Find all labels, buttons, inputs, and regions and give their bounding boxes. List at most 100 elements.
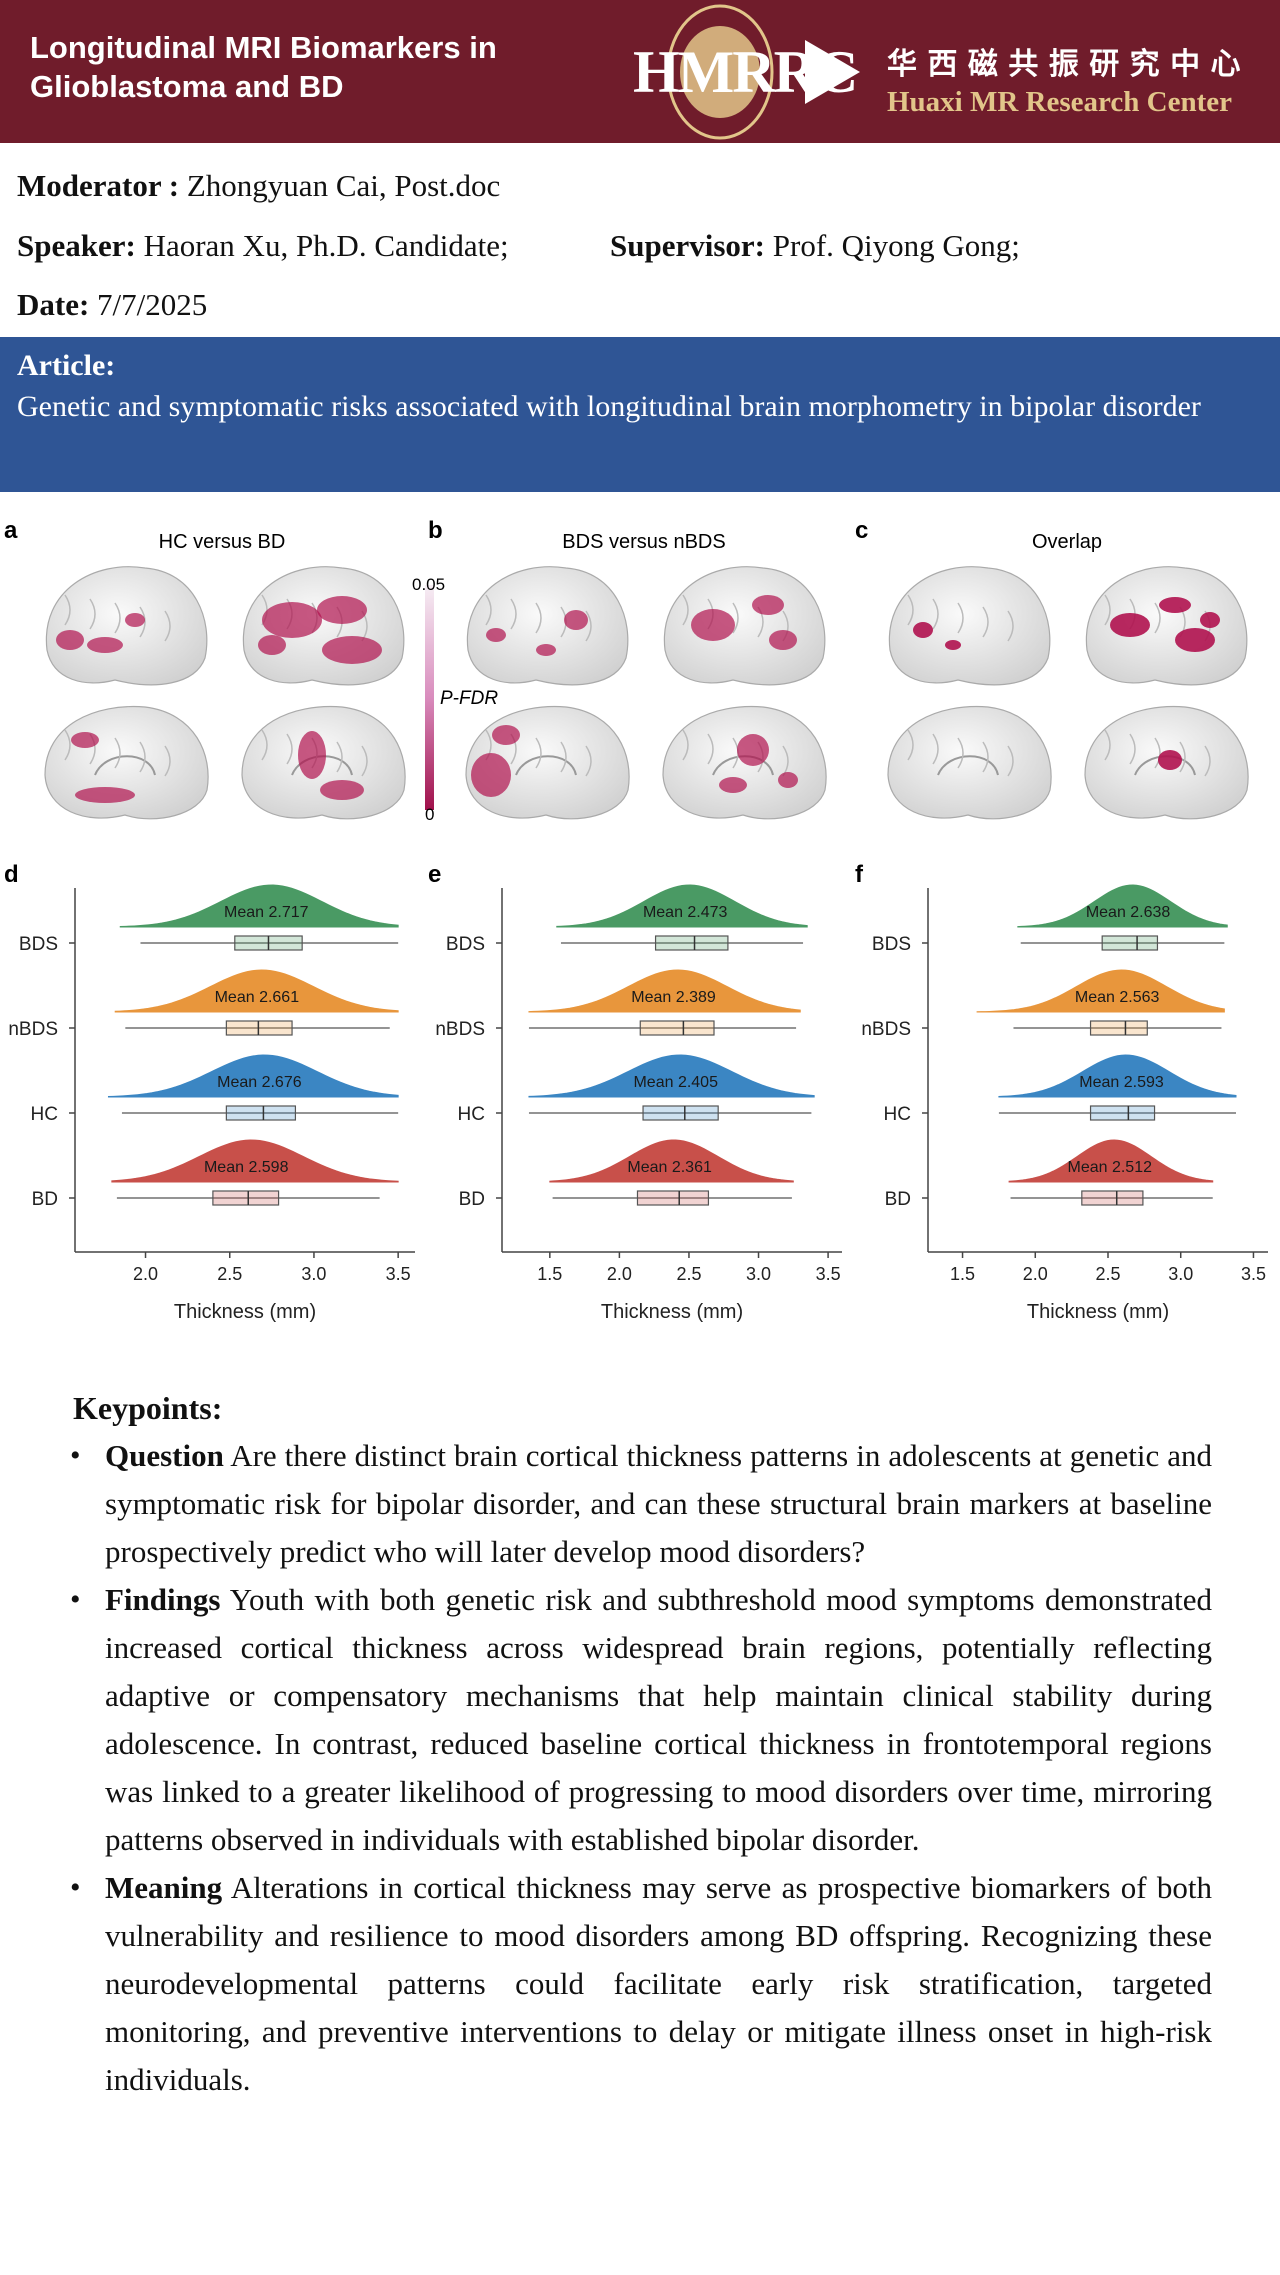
hmrrc-logo: HMRRC 华 西 磁 共 振 研 究 中 心 Huaxi MR Researc… bbox=[633, 4, 1241, 140]
brain-highlight-region bbox=[1110, 613, 1150, 637]
panel-a-title: HC versus BD bbox=[159, 531, 286, 553]
keypoint-text: Youth with both genetic risk and subthre… bbox=[105, 1582, 1212, 1857]
speaker-label: Speaker: bbox=[17, 228, 136, 263]
brain-highlight-region bbox=[691, 609, 735, 641]
brain-sulcus bbox=[94, 755, 156, 776]
brain-highlight-region bbox=[486, 628, 506, 642]
x-tick-label: 2.0 bbox=[1023, 1264, 1048, 1284]
x-tick-label: 1.5 bbox=[537, 1264, 562, 1284]
brain-outline bbox=[888, 566, 1051, 686]
keypoints-title: Keypoints: bbox=[73, 1390, 223, 1426]
category-label: HC bbox=[458, 1104, 485, 1125]
brain-gyrus bbox=[139, 741, 146, 773]
supervisor-value: Prof. Qiyong Gong; bbox=[772, 228, 1020, 263]
logo-text: HMRRC bbox=[633, 39, 856, 105]
panel-b-title: BDS versus nBDS bbox=[562, 531, 725, 553]
brain-highlight-region bbox=[719, 777, 747, 793]
brain-highlight-region bbox=[87, 637, 123, 653]
brain-gyrus bbox=[535, 737, 542, 769]
mean-label: Mean 2.676 bbox=[217, 1074, 302, 1091]
brain-gyrus bbox=[261, 729, 268, 761]
brain-highlight-region bbox=[71, 732, 99, 748]
density-BD bbox=[1008, 1139, 1214, 1183]
brain-highlight-region bbox=[56, 630, 84, 650]
box-nBDS bbox=[1089, 1020, 1148, 1036]
panel-f-letter: f bbox=[855, 861, 864, 888]
brain-gyrus bbox=[932, 733, 939, 765]
category-label: nBDS bbox=[435, 1019, 485, 1040]
x-tick-label: 2.5 bbox=[676, 1264, 701, 1284]
brain-outline bbox=[887, 705, 1052, 820]
brain-medial bbox=[44, 705, 209, 820]
page-title-line-1: Longitudinal MRI Biomarkers in bbox=[30, 30, 497, 65]
brain-medial bbox=[662, 705, 827, 820]
speaker-row: Speaker: Haoran Xu, Ph.D. Candidate; bbox=[17, 228, 509, 264]
mean-label: Mean 2.361 bbox=[627, 1159, 712, 1176]
brain-gyrus bbox=[89, 598, 96, 630]
logo-ring bbox=[666, 4, 774, 140]
brain-gyrus bbox=[907, 594, 914, 626]
box-nBDS bbox=[225, 1020, 293, 1036]
brain-gyrus bbox=[164, 610, 171, 642]
brain-outline bbox=[44, 705, 209, 820]
figure: a HC versus BD b BDS versus nBDS c Overl… bbox=[4, 517, 1268, 1323]
brain-highlight-region bbox=[737, 734, 769, 766]
x-tick-label: 2.5 bbox=[1095, 1264, 1120, 1284]
chart-panel-d: 2.0 2.5 3.0 3.5 Thickness (mm) BDS Mean 2.717 n… bbox=[8, 884, 415, 1323]
x-tick-label: 2.5 bbox=[217, 1264, 242, 1284]
supervisor-label: Supervisor: bbox=[610, 228, 765, 263]
panel-c-letter: c bbox=[855, 517, 868, 544]
moderator-label: Moderator : bbox=[17, 168, 180, 203]
density-BDS bbox=[556, 884, 808, 928]
category-label: BDS bbox=[19, 934, 58, 955]
keypoints-list: Question Are there distinct brain cortic… bbox=[70, 1432, 1212, 2104]
brain-gyrus bbox=[114, 602, 121, 634]
mean-label: Mean 2.661 bbox=[215, 989, 300, 1006]
brain-highlight-region bbox=[125, 613, 145, 627]
keypoint-head: Findings bbox=[105, 1582, 221, 1617]
raincloud-charts: 2.0 2.5 3.0 3.5 Thickness (mm) BDS Mean 2.717 n… bbox=[8, 884, 1268, 1323]
x-axis-label: Thickness (mm) bbox=[174, 1301, 316, 1323]
x-tick-label: 2.0 bbox=[607, 1264, 632, 1284]
keypoint-findings: Findings Youth with both genetic risk an… bbox=[70, 1576, 1212, 1864]
date-value: 7/7/2025 bbox=[97, 287, 208, 322]
density-BD bbox=[549, 1139, 794, 1183]
brain-highlight-region bbox=[536, 644, 556, 656]
category-label: BD bbox=[885, 1189, 911, 1210]
brain-highlight-region bbox=[778, 772, 798, 788]
panel-e-letter: e bbox=[428, 861, 441, 888]
moderator-value: Zhongyuan Cai, Post.doc bbox=[186, 168, 501, 203]
brain-highlight-region bbox=[564, 610, 588, 630]
box-HC bbox=[1089, 1105, 1156, 1121]
brain-lateral bbox=[242, 566, 405, 686]
x-axis-label: Thickness (mm) bbox=[601, 1301, 743, 1323]
logo-disc bbox=[680, 26, 760, 118]
density-HC bbox=[998, 1054, 1237, 1098]
x-tick-label: 3.0 bbox=[746, 1264, 771, 1284]
brain-renderings bbox=[44, 566, 1249, 820]
header-banner: Longitudinal MRI Biomarkers in Glioblast… bbox=[0, 0, 1280, 143]
brain-highlight-region bbox=[471, 753, 511, 797]
box-nBDS bbox=[639, 1020, 715, 1036]
brain-highlight-region bbox=[492, 725, 520, 745]
brain-highlight-region bbox=[75, 787, 135, 803]
brain-highlight-region bbox=[298, 731, 326, 779]
brain-gyrus bbox=[361, 745, 368, 777]
date-row: Date: 7/7/2025 bbox=[17, 287, 207, 323]
chart-panel-e: 1.5 2.0 2.5 3.0 3.5 Thickness (mm) BDS Mean 2.4… bbox=[435, 884, 842, 1323]
brain-outline bbox=[45, 566, 208, 686]
brain-medial bbox=[887, 705, 1052, 820]
x-tick-label: 2.0 bbox=[133, 1264, 158, 1284]
brain-highlight-region bbox=[317, 596, 367, 624]
brain-gyrus bbox=[1179, 741, 1186, 773]
box-BDS bbox=[1101, 935, 1159, 951]
brain-gyrus bbox=[932, 598, 939, 630]
x-tick-label: 3.5 bbox=[816, 1264, 841, 1284]
brain-gyrus bbox=[1007, 745, 1014, 777]
brain-lateral bbox=[663, 566, 826, 686]
keypoint-question: Question Are there distinct brain cortic… bbox=[70, 1432, 1212, 1576]
brain-gyrus bbox=[1129, 733, 1136, 765]
brain-lateral bbox=[45, 566, 208, 686]
density-HC bbox=[107, 1054, 399, 1098]
brain-gyrus bbox=[957, 602, 964, 634]
